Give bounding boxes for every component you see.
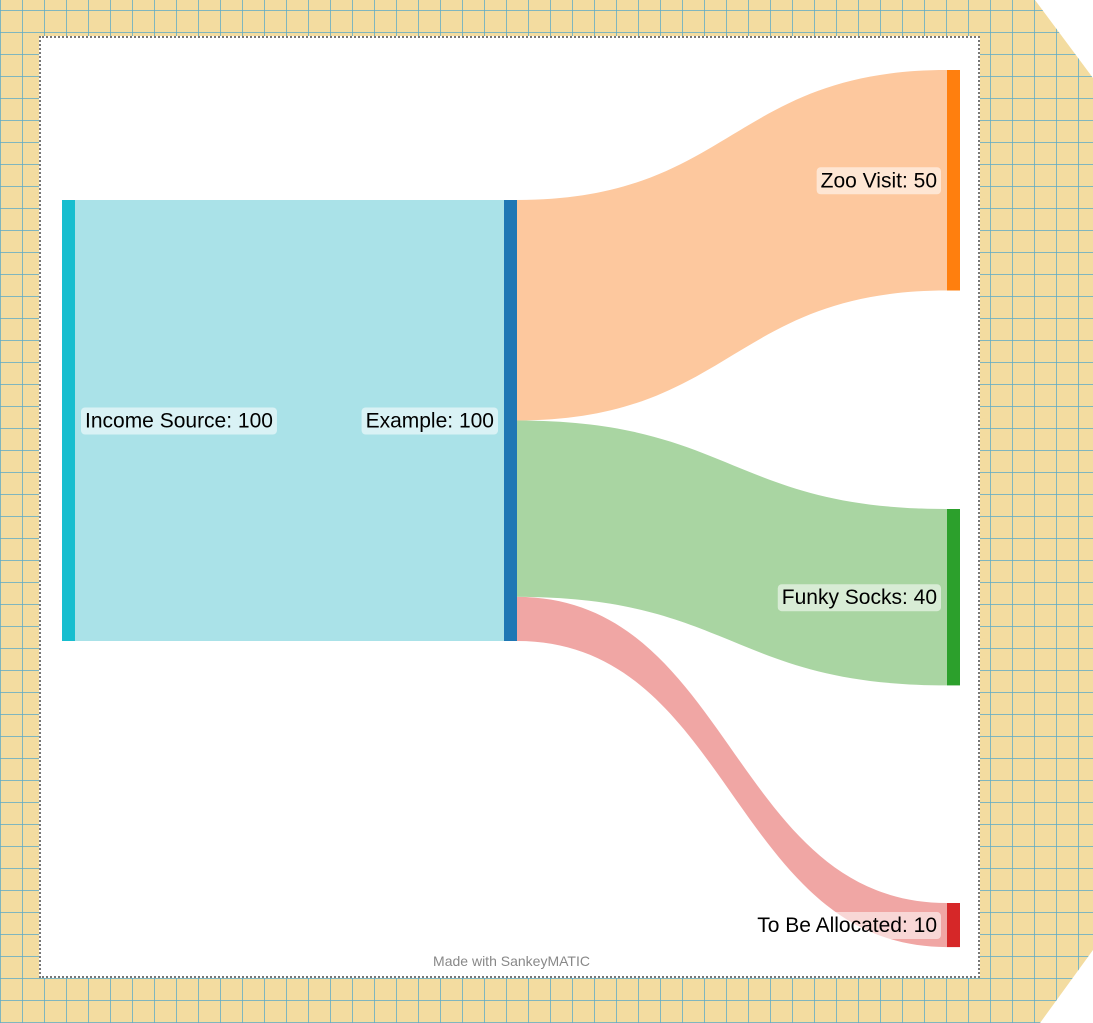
label-funky-socks: Funky Socks: 40: [782, 586, 937, 609]
node-example: [504, 200, 517, 641]
node-zoo-visit: [947, 70, 960, 291]
sankey-chart: Income Source: 100 Example: 100 Zoo Visit:…: [62, 70, 960, 948]
flow-example-to-funky-socks: [517, 420, 947, 686]
label-background: [753, 912, 941, 940]
label-to-be-allocated: To Be Allocated: 10: [757, 914, 937, 937]
flow-income-source-to-example: [75, 200, 504, 641]
label-background: [81, 407, 277, 435]
node-income-source: [62, 200, 75, 641]
label-income-source: Income Source: 100: [85, 410, 273, 433]
credit-text: Made with SankeyMATIC: [433, 953, 590, 969]
flow-example-to-to-be-allocated: [517, 596, 947, 948]
flow-example-to-zoo-visit: [517, 70, 947, 421]
label-zoo-visit: Zoo Visit: 50: [821, 169, 937, 192]
chart-panel: Income Source: 100 Example: 100 Zoo Visit:…: [39, 36, 980, 978]
node-to-be-allocated: [947, 903, 960, 948]
label-background: [777, 584, 941, 612]
label-example: Example: 100: [366, 410, 494, 433]
label-background: [816, 167, 941, 195]
label-background: [361, 407, 498, 435]
node-funky-socks: [947, 509, 960, 686]
